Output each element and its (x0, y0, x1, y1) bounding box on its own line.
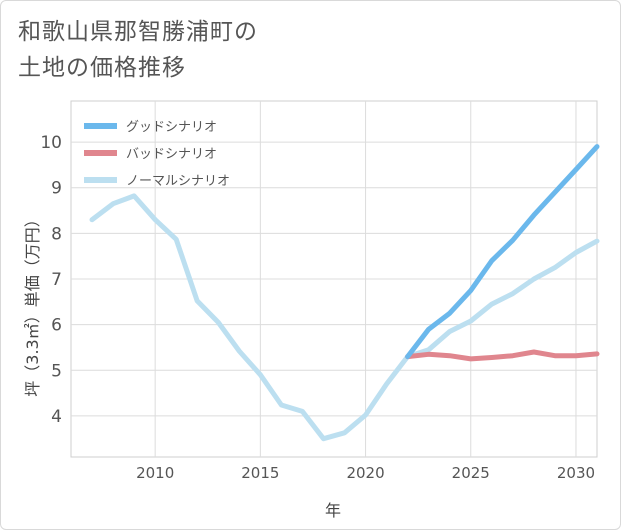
y-tick-label: 7 (51, 270, 62, 290)
x-tick-label: 2020 (346, 464, 384, 482)
y-tick-label: 9 (51, 179, 62, 199)
y-tick-label: 5 (51, 361, 62, 381)
x-tick-label: 2025 (452, 464, 490, 482)
series-lines (89, 144, 600, 442)
x-tick-label: 2030 (557, 464, 595, 482)
x-tick-label: 2015 (241, 464, 279, 482)
series-line-1 (405, 349, 600, 362)
y-tick-label: 8 (51, 224, 62, 244)
chart-title-line1: 和歌山県那智勝浦町の (18, 19, 258, 45)
y-tick-label: 10 (40, 133, 62, 153)
x-axis-title: 年 (324, 501, 342, 520)
legend-label-2: ノーマルシナリオ (126, 174, 230, 189)
y-axis-title: 坪（3.3㎡）単価（万円） (23, 211, 42, 397)
series-line-0 (405, 144, 600, 360)
chart-title: 和歌山県那智勝浦町の 土地の価格推移 (18, 14, 258, 86)
y-tick-label: 4 (51, 407, 62, 427)
legend-label-0: グッドシナリオ (126, 120, 217, 135)
grid-lines (71, 101, 597, 457)
tick-labels: 4 5 6 7 8 9 10 2010 2015 2020 2025 2030 (40, 133, 595, 482)
y-tick-label: 6 (51, 316, 62, 336)
chart-title-line2: 土地の価格推移 (18, 55, 186, 81)
x-tick-label: 2010 (136, 464, 174, 482)
series-line-2 (89, 193, 600, 442)
legend-label-1: バッドシナリオ (126, 147, 217, 162)
